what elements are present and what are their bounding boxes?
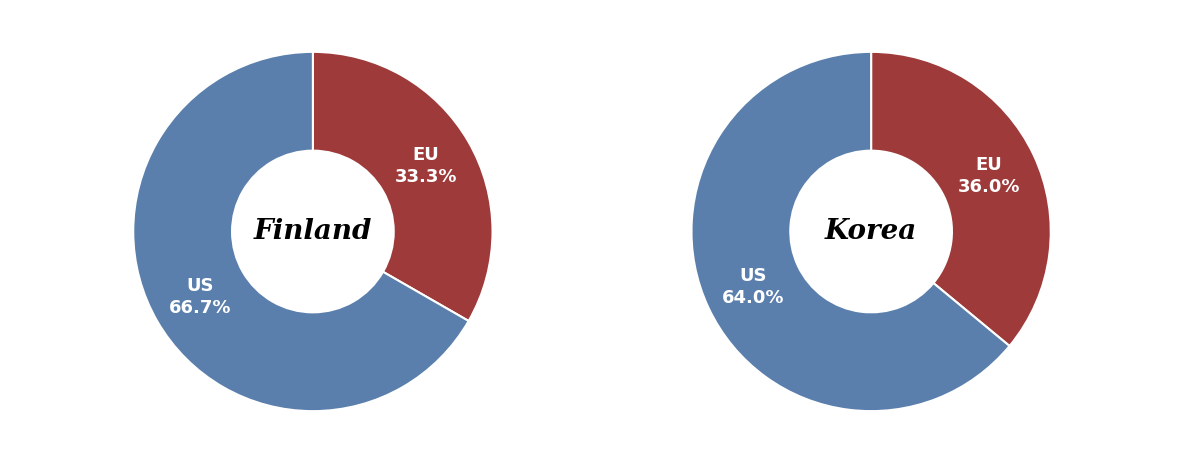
Wedge shape [134,52,469,411]
Text: US
64.0%: US 64.0% [722,267,785,307]
Text: EU
36.0%: EU 36.0% [958,156,1021,196]
Wedge shape [691,52,1010,411]
Text: Korea: Korea [825,218,918,245]
Text: US
66.7%: US 66.7% [169,276,231,317]
Wedge shape [871,52,1050,346]
Text: Finland: Finland [253,218,372,245]
Wedge shape [313,52,493,321]
Text: EU
33.3%: EU 33.3% [394,146,457,187]
